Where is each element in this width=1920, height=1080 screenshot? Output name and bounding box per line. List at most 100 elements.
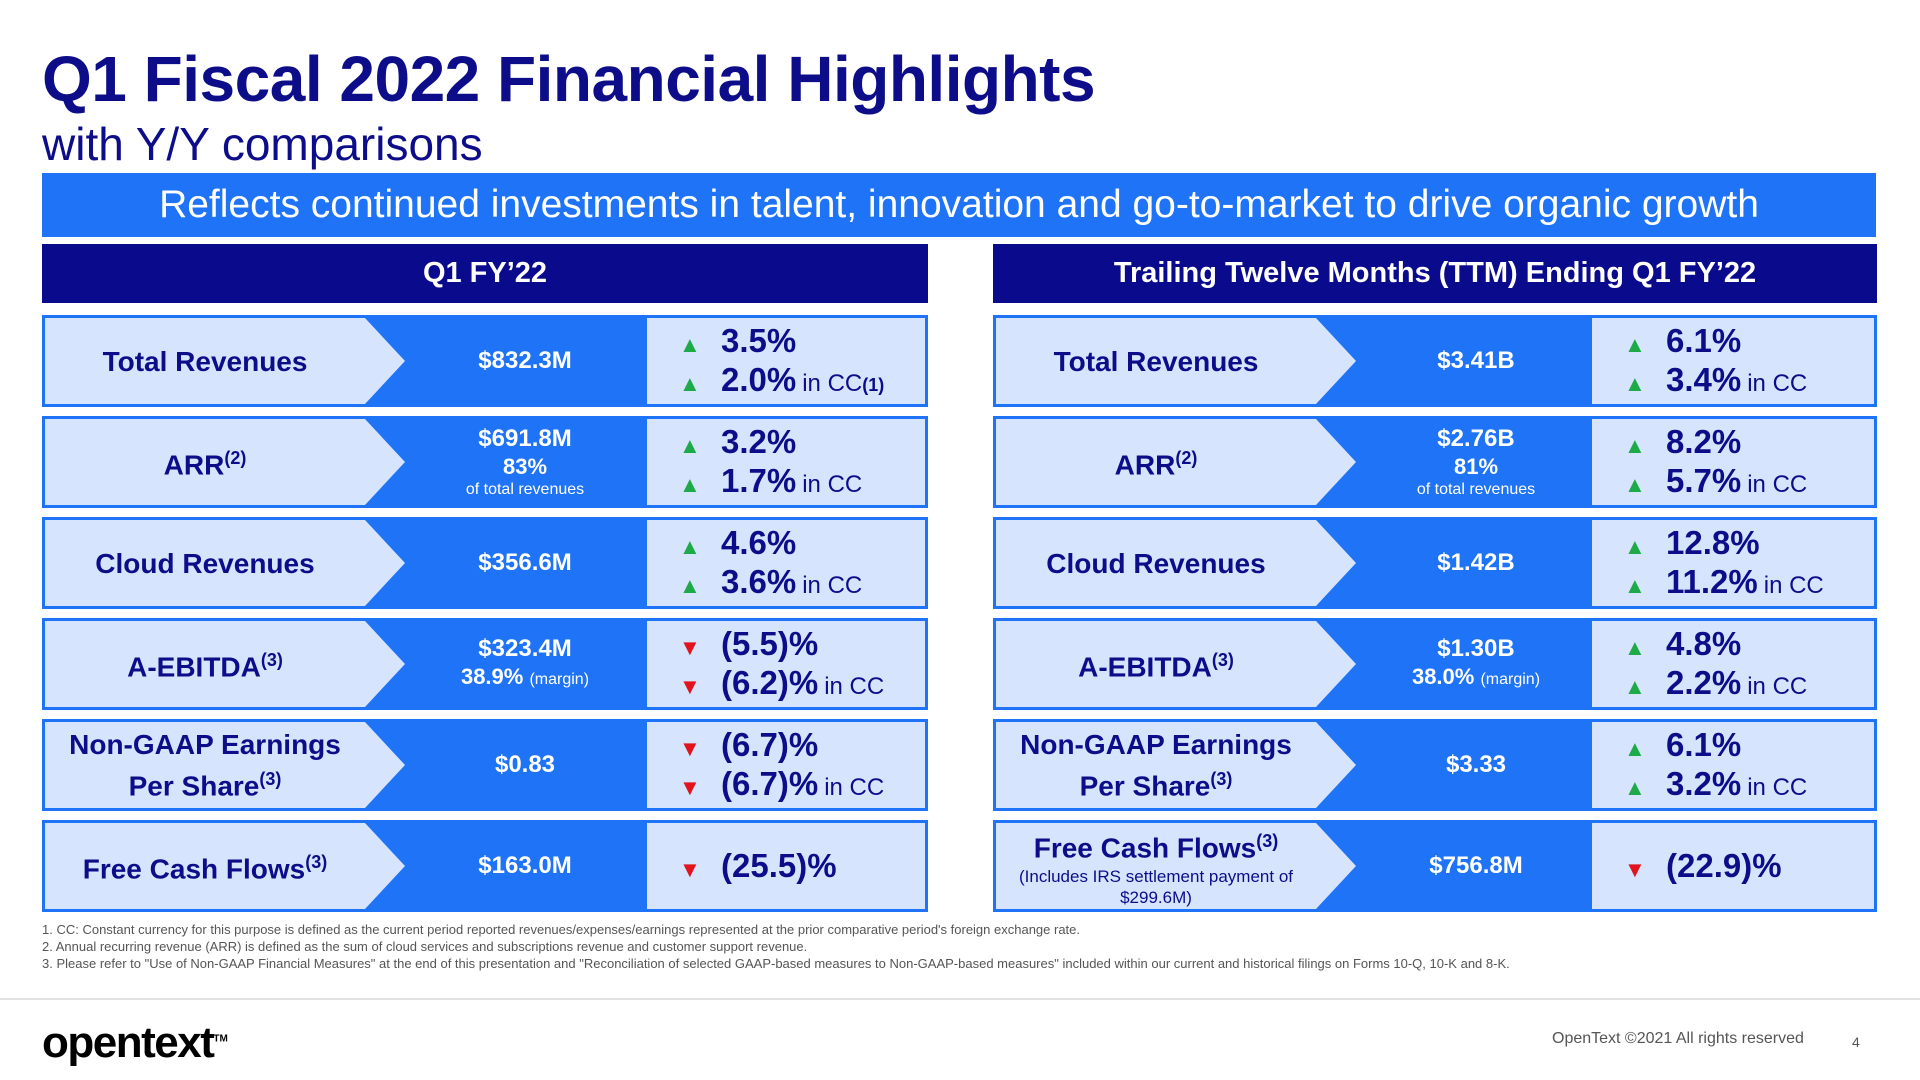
metric-label: Free Cash Flows(3) <box>1034 824 1279 865</box>
metric-label: Non-GAAP Earnings Per Share(3) <box>1020 727 1292 803</box>
yoy-change-cell: ▼ (25.5)% <box>647 823 925 909</box>
metric-label: A-EBITDA(3) <box>127 643 283 684</box>
up-arrow-icon: ▲ <box>1624 433 1646 458</box>
cc-change-value: (6.2)% <box>721 664 819 701</box>
metric-value: $0.83 <box>494 751 556 778</box>
ttm-rows: Total Revenues $3.41B ▲ 6.1% ▲ 3.4% in CC ARR(2… <box>993 315 1877 912</box>
up-arrow-icon: ▲ <box>1624 472 1646 497</box>
ttm-panel: Trailing Twelve Months (TTM) Ending Q1 F… <box>993 244 1877 912</box>
page-number: 4 <box>1852 1034 1860 1050</box>
constant-currency-label: in CC <box>1747 774 1808 801</box>
cc-change-value: 11.2% <box>1666 563 1758 600</box>
metric-value: $691.8M <box>478 424 572 452</box>
metric-label-text: Non-GAAP Earnings <box>69 728 341 760</box>
metric-value: $3.33 <box>1445 751 1507 778</box>
up-arrow-icon: ▲ <box>679 332 701 357</box>
footnote-3: 3. Please refer to "Use of Non-GAAP Fina… <box>42 956 1510 971</box>
metric-row: Total Revenues $832.3M ▲ 3.5% ▲ 2.0% in CC (1) <box>42 315 928 407</box>
metric-row: ARR(2) $691.8M 83% of total revenues ▲ 3.2% ▲ 1… <box>42 416 928 508</box>
constant-currency-label: in CC <box>824 673 885 700</box>
metric-label-text: Free Cash Flows <box>1033 832 1257 864</box>
yoy-change-line: ▼ (6.7)% in CC <box>679 765 925 804</box>
metric-value-cell: $2.76B 81% of total revenues <box>1356 419 1596 505</box>
metric-label-cell: ARR(2) <box>45 419 405 505</box>
up-arrow-icon: ▲ <box>679 371 701 396</box>
metric-label-cell: A-EBITDA(3) <box>45 621 405 707</box>
cc-change-value: 3.4% <box>1666 361 1742 398</box>
footnote-ref: (2) <box>224 448 247 469</box>
constant-currency-label: in CC <box>1747 370 1808 397</box>
metric-label-text-line2: Per Share <box>128 770 260 802</box>
metric-value: $356.6M <box>478 549 572 576</box>
metric-value: $1.42B <box>1437 549 1515 576</box>
metric-value-cell: $163.0M <box>405 823 645 909</box>
footnote-ref: (3) <box>1210 768 1233 789</box>
yoy-change-line: ▲ 3.4% in CC <box>1624 361 1874 400</box>
yoy-change-cell: ▼ (5.5)% ▼ (6.2)% in CC <box>647 621 925 707</box>
down-arrow-icon: ▼ <box>679 635 701 660</box>
metric-label-text: Cloud Revenues <box>1046 547 1266 579</box>
yoy-change-line: ▼ (6.2)% in CC <box>679 664 925 703</box>
down-arrow-icon: ▼ <box>1624 856 1646 882</box>
metric-secondary-text: 38.0% <box>1411 664 1475 689</box>
metric-row: Cloud Revenues $1.42B ▲ 12.8% ▲ 11.2% in CC <box>993 517 1877 609</box>
metric-secondary-text: 81% <box>1453 453 1499 479</box>
up-arrow-icon: ▲ <box>1624 534 1646 559</box>
metric-value-note: of total revenues <box>465 480 585 498</box>
copyright: OpenText ©2021 All rights reserved <box>1552 1030 1804 1047</box>
yoy-change-line: ▼ (25.5)% <box>679 847 925 886</box>
metric-value-cell: $832.3M <box>405 318 645 404</box>
up-arrow-icon: ▲ <box>1624 775 1646 800</box>
metric-secondary-text: 38.9% <box>460 664 524 689</box>
metric-row: Non-GAAP Earnings Per Share(3) $3.33 ▲ 6.1% ▲… <box>993 719 1877 811</box>
yoy-change-line: ▲ 3.5% <box>679 322 925 361</box>
change-value: 3.5% <box>721 322 797 359</box>
constant-currency-label: in CC <box>802 471 863 498</box>
cc-change-value: (6.7)% <box>721 765 819 802</box>
metric-value-cell: $1.42B <box>1356 520 1596 606</box>
yoy-change-line: ▲ 6.1% <box>1624 726 1874 765</box>
yoy-change-line: ▲ 4.6% <box>679 524 925 563</box>
metric-label-text: Total Revenues <box>1053 345 1259 377</box>
metric-value-cell: $0.83 <box>405 722 645 808</box>
metric-label-text: A-EBITDA <box>1078 651 1212 683</box>
metric-label-text: ARR <box>163 449 225 481</box>
metric-label-text: Cloud Revenues <box>95 547 315 579</box>
footnote-ref: (2) <box>1175 448 1198 469</box>
footnote-1: 1. CC: Constant currency for this purpos… <box>42 922 1081 937</box>
change-value: 4.8% <box>1666 625 1742 662</box>
metric-label-text: ARR <box>1114 449 1176 481</box>
yoy-change-line: ▲ 4.8% <box>1624 625 1874 664</box>
up-arrow-icon: ▲ <box>1624 371 1646 396</box>
constant-currency-label: in CC <box>824 774 885 801</box>
metric-row: Total Revenues $3.41B ▲ 6.1% ▲ 3.4% in CC <box>993 315 1877 407</box>
constant-currency-label: in CC <box>1747 673 1808 700</box>
metric-label-text: Total Revenues <box>102 345 308 377</box>
footnote-ref: (3) <box>1211 650 1234 671</box>
metric-label: Cloud Revenues <box>1046 546 1265 581</box>
metric-label: ARR(2) <box>164 441 247 482</box>
metric-value-cell: $356.6M <box>405 520 645 606</box>
cc-change-value: 1.7% <box>721 462 797 499</box>
metric-row: A-EBITDA(3) $323.4M 38.9% (margin) ▼ (5.5)% ▼… <box>42 618 928 710</box>
metric-label: ARR(2) <box>1115 441 1198 482</box>
footnote-2: 2. Annual recurring revenue (ARR) is def… <box>42 939 808 954</box>
slide-subtitle: with Y/Y comparisons <box>42 118 483 170</box>
metric-secondary-value: 83% <box>503 453 547 480</box>
metric-label: A-EBITDA(3) <box>1078 643 1234 684</box>
metric-value-cell: $3.41B <box>1356 318 1596 404</box>
change-value: 12.8% <box>1666 524 1760 561</box>
metric-note: (Includes IRS settlement payment of $299… <box>1018 866 1294 907</box>
metric-label: Cloud Revenues <box>95 546 314 581</box>
logo-text: opentext <box>42 1018 215 1067</box>
metric-label-cell: Total Revenues <box>996 318 1356 404</box>
change-value: (25.5)% <box>721 846 837 884</box>
metric-label-text: A-EBITDA <box>127 651 261 683</box>
metric-value: $323.4M <box>478 635 572 662</box>
metric-value-cell: $3.33 <box>1356 722 1596 808</box>
metric-value: $3.41B <box>1437 347 1515 374</box>
slide-title: Q1 Fiscal 2022 Financial Highlights <box>42 43 1096 115</box>
up-arrow-icon: ▲ <box>1624 332 1646 357</box>
down-arrow-icon: ▼ <box>679 775 701 800</box>
change-value: 3.2% <box>721 423 797 460</box>
